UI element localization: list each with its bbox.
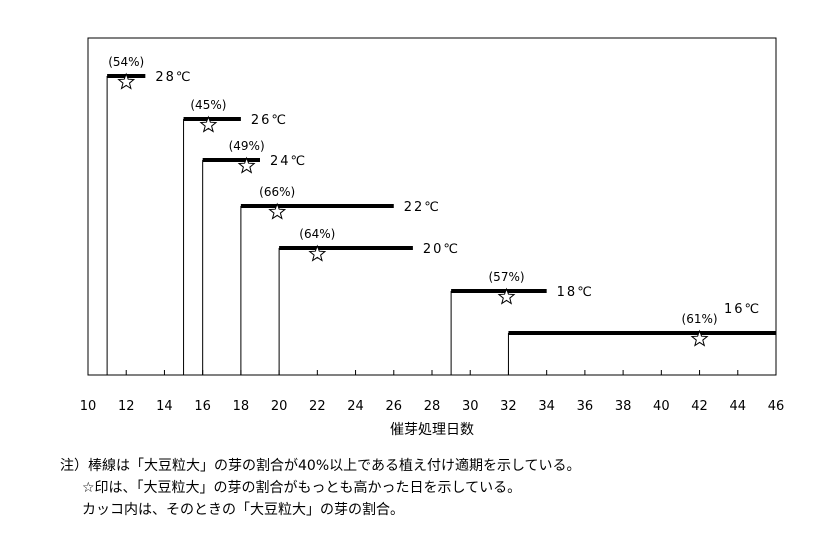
note-line-1: 注）棒線は「大豆粒大」の芽の割合が40%以上である植え付け適期を示している。: [60, 458, 581, 474]
peak-star-icon: [268, 202, 287, 220]
note-line-3: カッコ内は、そのときの「大豆粒大」の芽の割合。: [82, 502, 404, 518]
series-20℃: (64%) 20℃: [278, 227, 460, 375]
peak-percent-label: (66%): [259, 185, 295, 199]
x-axis-label: 催芽処理日数: [390, 422, 474, 438]
series-26℃: (45%) 26℃: [183, 98, 288, 375]
x-tick-label: 34: [538, 399, 555, 414]
series-18℃: (57%) 18℃: [450, 270, 594, 375]
peak-percent-label: (49%): [229, 139, 265, 153]
peak-star-icon: [117, 72, 136, 90]
x-tick-label: 42: [691, 399, 708, 414]
x-tick-label: 38: [615, 399, 632, 414]
temperature-label: 26℃: [251, 113, 288, 128]
x-tick-label: 46: [768, 399, 785, 414]
x-tick-label: 30: [462, 399, 479, 414]
temperature-label: 20℃: [423, 242, 460, 257]
peak-percent-label: (64%): [299, 227, 335, 241]
series-28℃: (54%) 28℃: [106, 55, 192, 375]
x-axis-ticks: 10 12 14 16 18 20 22 24 26 28 30 32 34 36 38 40 42 44 46: [80, 370, 785, 414]
x-tick-label: 14: [156, 399, 173, 414]
x-tick-label: 26: [386, 399, 403, 414]
temperature-series: (54%) 28℃ (45%) 26℃ (49%) 24℃ (66%) 22℃ (64%) 20℃…: [106, 55, 776, 375]
x-tick-label: 10: [80, 399, 97, 414]
series-22℃: (66%) 22℃: [240, 185, 441, 375]
peak-percent-label: (45%): [190, 98, 226, 112]
temperature-label: 16℃: [724, 302, 761, 317]
x-tick-label: 18: [233, 399, 250, 414]
temperature-label: 28℃: [155, 70, 192, 85]
note-line-2: ☆印は、「大豆粒大」の芽の割合がもっとも高かった日を示している。: [82, 480, 522, 496]
peak-percent-label: (54%): [108, 55, 144, 69]
x-tick-label: 32: [500, 399, 517, 414]
x-tick-label: 20: [271, 399, 288, 414]
temperature-label: 22℃: [404, 200, 441, 215]
series-24℃: (49%) 24℃: [202, 139, 307, 375]
temperature-label: 24℃: [270, 154, 307, 169]
x-tick-label: 40: [653, 399, 670, 414]
x-tick-label: 22: [309, 399, 326, 414]
peak-star-icon: [199, 115, 218, 133]
peak-star-icon: [497, 287, 516, 305]
x-tick-label: 24: [347, 399, 364, 414]
peak-percent-label: (61%): [682, 312, 718, 326]
series-16℃: (61%) 16℃: [507, 302, 776, 375]
x-tick-label: 12: [118, 399, 135, 414]
peak-star-icon: [237, 156, 256, 174]
peak-star-icon: [690, 329, 709, 347]
x-tick-label: 36: [577, 399, 594, 414]
temperature-label: 18℃: [557, 285, 594, 300]
peak-star-icon: [308, 244, 327, 262]
x-tick-label: 28: [424, 399, 441, 414]
x-tick-label: 44: [730, 399, 747, 414]
x-tick-label: 16: [194, 399, 211, 414]
peak-percent-label: (57%): [489, 270, 525, 284]
